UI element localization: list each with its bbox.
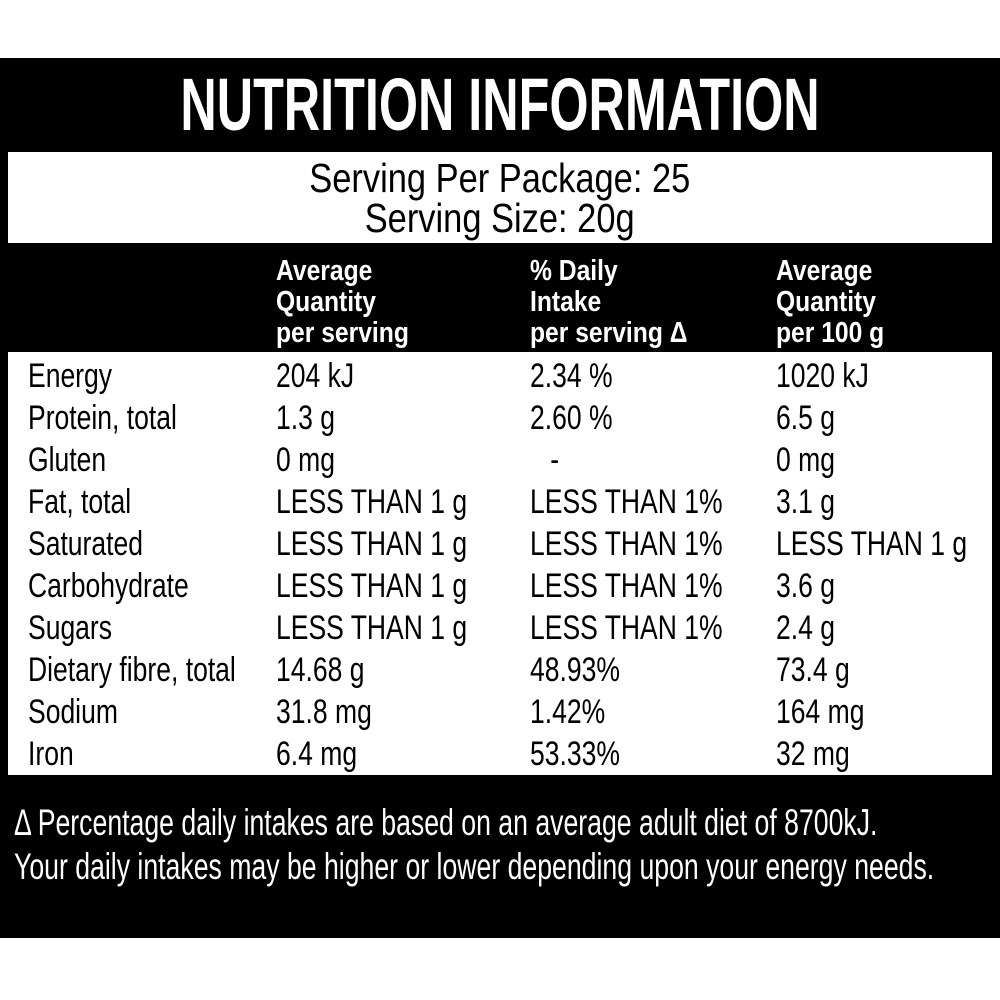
column-header-avg-quantity-per-100g: Average Quantity per 100 g: [776, 255, 885, 349]
column-header-avg-quantity-per-serving: Average Quantity per serving: [276, 255, 409, 349]
value-daily-intake-per-serving: LESS THAN 1%: [530, 608, 723, 647]
value-avg-per-100g: 73.4 g: [776, 650, 850, 689]
nutrient-name: Energy: [28, 356, 113, 395]
nutrition-table-body: Energy 204 kJ 2.34 % 1020 kJ Protein, to…: [8, 352, 992, 775]
column-header-daily-intake-per-serving: % Daily Intake per serving Δ: [530, 255, 688, 349]
nutrition-label-panel: NUTRITION INFORMATION Serving Per Packag…: [0, 58, 1000, 938]
value-avg-per-serving: 14.68 g: [276, 650, 365, 689]
table-row: Carbohydrate LESS THAN 1 g LESS THAN 1% …: [8, 565, 992, 607]
value-avg-per-100g: 6.5 g: [776, 398, 835, 437]
value-daily-intake-per-serving: LESS THAN 1%: [530, 524, 723, 563]
nutrient-name: Protein, total: [28, 398, 177, 437]
value-avg-per-100g: 164 mg: [776, 692, 865, 731]
table-row: Gluten 0 mg - 0 mg: [8, 439, 992, 481]
nutrient-name: Dietary fibre, total: [28, 650, 236, 689]
nutrient-name: Fat, total: [28, 482, 132, 521]
serving-info-box: Serving Per Package: 25 Serving Size: 20…: [8, 152, 992, 243]
table-row: Fat, total LESS THAN 1 g LESS THAN 1% 3.…: [8, 481, 992, 523]
value-daily-intake-per-serving: 1.42%: [530, 692, 606, 731]
value-avg-per-100g: 32 mg: [776, 734, 850, 773]
page-title: NUTRITION INFORMATION: [180, 63, 820, 146]
table-row: Protein, total 1.3 g 2.60 % 6.5 g: [8, 397, 992, 439]
value-avg-per-serving: 31.8 mg: [276, 692, 372, 731]
table-row: Dietary fibre, total 14.68 g 48.93% 73.4…: [8, 649, 992, 691]
value-daily-intake-per-serving: 48.93%: [530, 650, 620, 689]
footnote-line-2: Your daily intakes may be higher or lowe…: [14, 846, 935, 887]
table-row: Saturated LESS THAN 1 g LESS THAN 1% LES…: [8, 523, 992, 565]
value-daily-intake-per-serving: 53.33%: [530, 734, 620, 773]
value-avg-per-serving: LESS THAN 1 g: [276, 524, 468, 563]
nutrient-name: Saturated: [28, 524, 144, 563]
value-daily-intake-per-serving: -: [550, 440, 560, 479]
value-avg-per-100g: 3.6 g: [776, 566, 835, 605]
value-daily-intake-per-serving: LESS THAN 1%: [530, 566, 723, 605]
value-daily-intake-per-serving: 2.34 %: [530, 356, 613, 395]
nutrient-name: Iron: [28, 734, 74, 773]
value-avg-per-100g: LESS THAN 1 g: [776, 524, 968, 563]
table-row: Energy 204 kJ 2.34 % 1020 kJ: [8, 355, 992, 397]
value-avg-per-serving: LESS THAN 1 g: [276, 608, 468, 647]
value-avg-per-100g: 3.1 g: [776, 482, 835, 521]
table-header-band: Average Quantity per serving % Daily Int…: [0, 243, 1000, 352]
value-avg-per-100g: 2.4 g: [776, 608, 835, 647]
serving-size-line: Serving Size: 20g: [365, 195, 635, 241]
value-avg-per-serving: 204 kJ: [276, 356, 355, 395]
value-daily-intake-per-serving: 2.60 %: [530, 398, 613, 437]
nutrient-name: Gluten: [28, 440, 107, 479]
serving-per-package-line: Serving Per Package: 25: [309, 155, 691, 201]
table-row: Iron 6.4 mg 53.33% 32 mg: [8, 733, 992, 775]
table-row: Sugars LESS THAN 1 g LESS THAN 1% 2.4 g: [8, 607, 992, 649]
value-avg-per-serving: 6.4 mg: [276, 734, 358, 773]
value-avg-per-serving: LESS THAN 1 g: [276, 566, 468, 605]
value-daily-intake-per-serving: LESS THAN 1%: [530, 482, 723, 521]
value-avg-per-100g: 0 mg: [776, 440, 835, 479]
table-row: Sodium 31.8 mg 1.42% 164 mg: [8, 691, 992, 733]
nutrient-name: Sugars: [28, 608, 113, 647]
nutrient-name: Sodium: [28, 692, 118, 731]
value-avg-per-100g: 1020 kJ: [776, 356, 869, 395]
value-avg-per-serving: LESS THAN 1 g: [276, 482, 468, 521]
footnote-line-1: Δ Percentage daily intakes are based on …: [14, 802, 878, 843]
title-band: NUTRITION INFORMATION: [0, 58, 1000, 152]
nutrient-name: Carbohydrate: [28, 566, 189, 605]
footnote: Δ Percentage daily intakes are based on …: [0, 775, 1000, 938]
value-avg-per-serving: 0 mg: [276, 440, 335, 479]
value-avg-per-serving: 1.3 g: [276, 398, 335, 437]
